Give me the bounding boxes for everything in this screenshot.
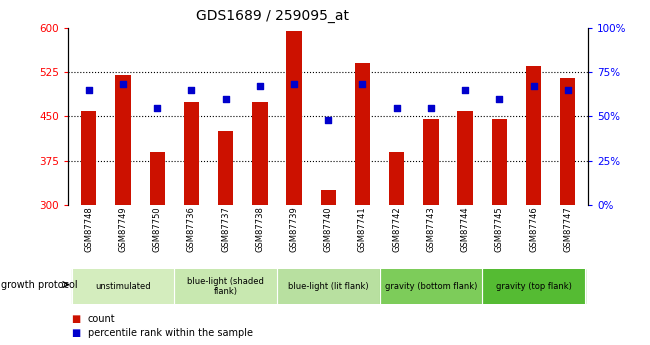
Bar (526, 66, 541, 205)
Text: blue-light (shaded
flank): blue-light (shaded flank) (187, 277, 264, 296)
Text: percentile rank within the sample: percentile rank within the sample (88, 328, 253, 338)
Point (460, 87, 471, 92)
Text: count: count (88, 314, 116, 324)
Text: GDS1689 / 259095_at: GDS1689 / 259095_at (196, 9, 350, 23)
Bar (320, 190, 336, 205)
Point (323, 117, 333, 123)
Point (391, 105, 402, 110)
Text: GSM87745: GSM87745 (495, 207, 504, 252)
Text: GSM87742: GSM87742 (392, 207, 401, 252)
Bar (491, 119, 507, 205)
Point (426, 105, 436, 110)
Bar (482, 269, 585, 304)
Text: unstimulated: unstimulated (95, 282, 151, 291)
Point (118, 82, 128, 87)
Bar (174, 269, 277, 304)
Text: GSM87736: GSM87736 (187, 207, 196, 253)
Point (528, 83, 539, 89)
Text: GSM87737: GSM87737 (221, 207, 230, 253)
Bar (252, 102, 268, 205)
Text: GSM87739: GSM87739 (289, 207, 298, 252)
Text: ■: ■ (72, 314, 81, 324)
Bar (277, 269, 380, 304)
Bar (355, 63, 370, 205)
Bar (423, 119, 439, 205)
Point (84, 87, 94, 92)
Point (494, 96, 504, 101)
Text: GSM87747: GSM87747 (563, 207, 572, 252)
Point (220, 96, 231, 101)
Point (255, 83, 265, 89)
Bar (389, 152, 404, 205)
Bar (218, 131, 233, 205)
Text: GSM87741: GSM87741 (358, 207, 367, 252)
Bar (287, 31, 302, 205)
Point (358, 82, 368, 87)
Text: GSM87740: GSM87740 (324, 207, 333, 252)
Point (186, 87, 196, 92)
Text: GSM87744: GSM87744 (461, 207, 469, 252)
Point (152, 105, 162, 110)
Text: GSM87748: GSM87748 (84, 207, 94, 252)
Text: GSM87750: GSM87750 (153, 207, 162, 252)
Point (289, 82, 299, 87)
Point (562, 87, 573, 92)
Bar (560, 78, 575, 205)
Bar (72, 269, 174, 304)
Text: GSM87743: GSM87743 (426, 207, 436, 252)
Text: GSM87749: GSM87749 (118, 207, 127, 252)
Bar (115, 75, 131, 205)
Text: GSM87746: GSM87746 (529, 207, 538, 252)
Text: blue-light (lit flank): blue-light (lit flank) (288, 282, 369, 291)
Bar (81, 110, 96, 205)
Text: gravity (bottom flank): gravity (bottom flank) (385, 282, 477, 291)
Bar (458, 110, 473, 205)
Bar (184, 102, 199, 205)
Text: GSM87738: GSM87738 (255, 207, 265, 253)
Bar (150, 152, 165, 205)
Bar (380, 269, 482, 304)
Text: growth protocol: growth protocol (1, 280, 78, 289)
Text: ■: ■ (72, 328, 81, 338)
Text: gravity (top flank): gravity (top flank) (495, 282, 571, 291)
